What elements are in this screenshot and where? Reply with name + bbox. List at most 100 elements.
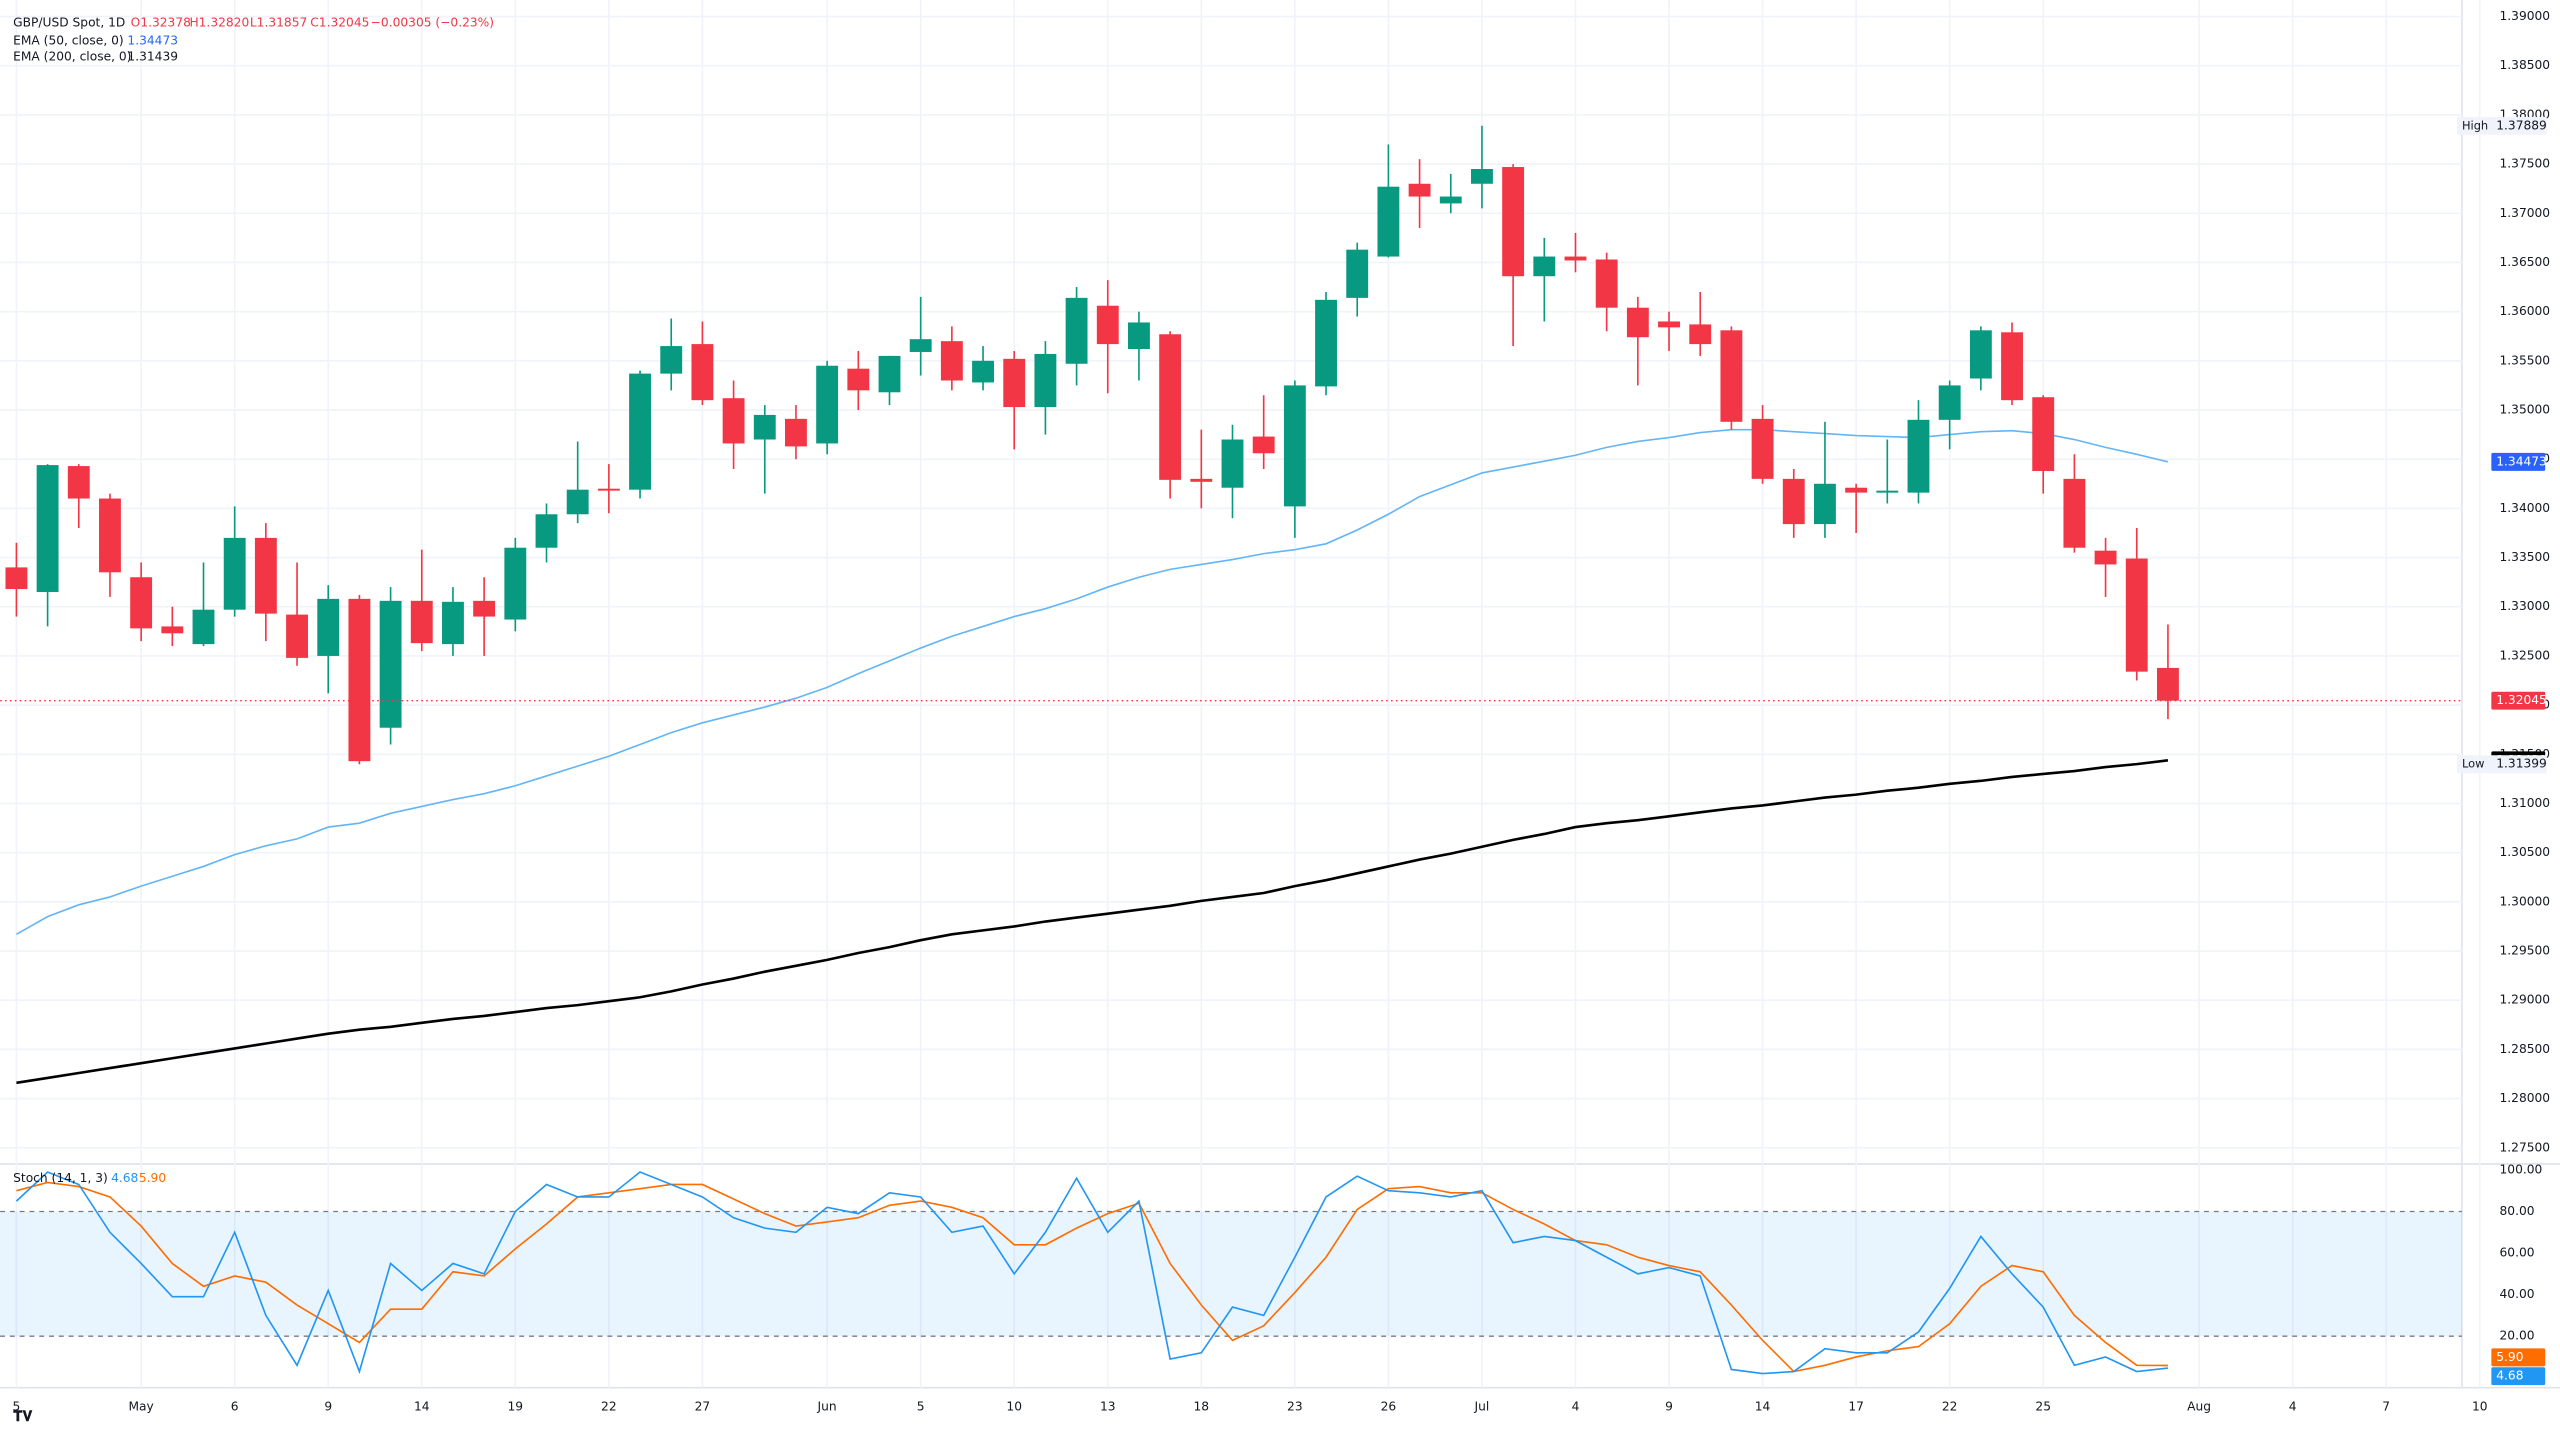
y-tick-label: 1.38500 [2500, 58, 2551, 72]
candle-body [348, 598, 371, 762]
y-tick-label: 1.36000 [2500, 304, 2551, 318]
y-tick-label: 1.30000 [2500, 894, 2551, 908]
x-tick-label: May [128, 1400, 153, 1414]
logo: 𝐓𝐕 [13, 1408, 33, 1425]
candle-body [1315, 299, 1337, 387]
hl-label: Low [2462, 757, 2484, 771]
candle-body [1658, 321, 1680, 328]
x-tick-label: Jun [817, 1400, 837, 1414]
ohlc-text: O1.32378 [131, 15, 191, 29]
x-tick-label: 22 [1942, 1400, 1958, 1414]
x-tick-label: 5 [917, 1400, 925, 1414]
candle-body [254, 537, 277, 614]
x-tick-label: 4 [1572, 1400, 1580, 1414]
stoch-line [15, 1171, 2169, 1375]
candle-body [878, 355, 901, 393]
candle-body [940, 341, 963, 381]
last-price-badge: 1.32045 [2496, 693, 2547, 707]
x-tick-label: 25 [2035, 1400, 2051, 1414]
x-tick-label: 5 [13, 1400, 21, 1414]
candle-body [5, 567, 28, 590]
candle-body [1096, 305, 1119, 345]
candle-body [1283, 385, 1306, 507]
candle-body [1907, 419, 1930, 493]
candle-body [1782, 478, 1805, 525]
x-tick-label: Aug [2187, 1400, 2211, 1414]
x-tick-label: 14 [1755, 1400, 1771, 1414]
candle-body [1439, 196, 1462, 204]
candle-body [161, 626, 184, 634]
plot [0, 125, 2462, 1375]
candle-body [722, 398, 745, 444]
stoch-legend-value: 4.68 [111, 1171, 138, 1185]
candle-body [1751, 418, 1774, 479]
ema-legend: EMA (200, close, 0) [13, 50, 131, 64]
stoch-badge: 4.68 [2496, 1369, 2523, 1383]
candle-body [1377, 186, 1400, 257]
candle-body [1159, 334, 1182, 480]
candle-body [192, 609, 215, 645]
ohlc-text: −0.00305 (−0.23%) [371, 15, 494, 29]
ohlc-text: H1.32820 [189, 15, 249, 29]
axis: 1.27500 1.28000 1.28500 1.29000 1.29500 1.300… [13, 9, 2551, 1414]
y-tick-label: 1.34000 [2500, 501, 2551, 515]
y-tick-label: 1.37000 [2500, 206, 2551, 220]
x-tick-label: 10 [1006, 1400, 1022, 1414]
candle-body [1065, 297, 1088, 364]
candle-body [1969, 330, 1992, 379]
candle-body [223, 537, 246, 610]
candle-body [1471, 168, 1493, 184]
x-tick-label: 23 [1287, 1400, 1303, 1414]
candle-body [972, 360, 994, 383]
ema-legend-value: 1.31439 [127, 50, 178, 64]
x-tick-label: Jul [1474, 1400, 1490, 1414]
candle-body [1128, 322, 1150, 350]
x-tick-label: 14 [414, 1400, 430, 1414]
symbol-title: GBP/USD Spot, 1D [13, 15, 125, 29]
hl-bg [2457, 755, 2547, 774]
candle-body [1564, 256, 1587, 261]
last-price-badge-bg [2491, 691, 2546, 710]
candle-body [504, 547, 527, 620]
candle-body [1034, 353, 1057, 408]
grid [0, 0, 2481, 1388]
candle-body [1346, 249, 1369, 298]
x-tick-label: 18 [1194, 1400, 1210, 1414]
y-tick-label: 1.33000 [2500, 599, 2551, 613]
candle-body [691, 344, 714, 401]
candle-body [2094, 550, 2117, 565]
x-tick-label: 9 [1665, 1400, 1673, 1414]
candle-body [36, 465, 59, 592]
candle-body [2125, 558, 2148, 672]
x-tick-label: 19 [508, 1400, 524, 1414]
candle-body [1533, 256, 1556, 277]
candle-body [660, 346, 683, 374]
x-tick-label: 13 [1100, 1400, 1116, 1414]
candle-body [1252, 436, 1275, 454]
candle-body [1845, 487, 1868, 493]
ohlc-text: L1.31857 [250, 15, 307, 29]
candle-body [1190, 478, 1213, 482]
y-tick-label: 1.37500 [2500, 157, 2551, 171]
candle-body [535, 514, 558, 548]
stoch-tick-label: 80.00 [2500, 1204, 2535, 1218]
x-tick-label: 4 [2289, 1400, 2297, 1414]
candle-body [909, 339, 932, 352]
stoch-tick-label: 20.00 [2500, 1329, 2535, 1343]
candle-body [410, 600, 433, 644]
candle-body [473, 600, 496, 617]
y-tick-label: 1.28500 [2500, 1042, 2551, 1056]
candle-body [1595, 259, 1618, 308]
y-tick-label: 1.29500 [2500, 944, 2551, 958]
y-tick-label: 1.32500 [2500, 648, 2551, 662]
stoch-badge-bg [2491, 1348, 2546, 1367]
candle-body [2032, 397, 2055, 471]
candle-body [1876, 490, 1899, 493]
candle-body [99, 498, 121, 573]
y-tick-label: 1.27500 [2500, 1140, 2551, 1154]
y-tick-label: 1.35500 [2500, 353, 2551, 367]
x-tick-label: 17 [1848, 1400, 1864, 1414]
ema-legend-value: 1.34473 [127, 33, 178, 47]
